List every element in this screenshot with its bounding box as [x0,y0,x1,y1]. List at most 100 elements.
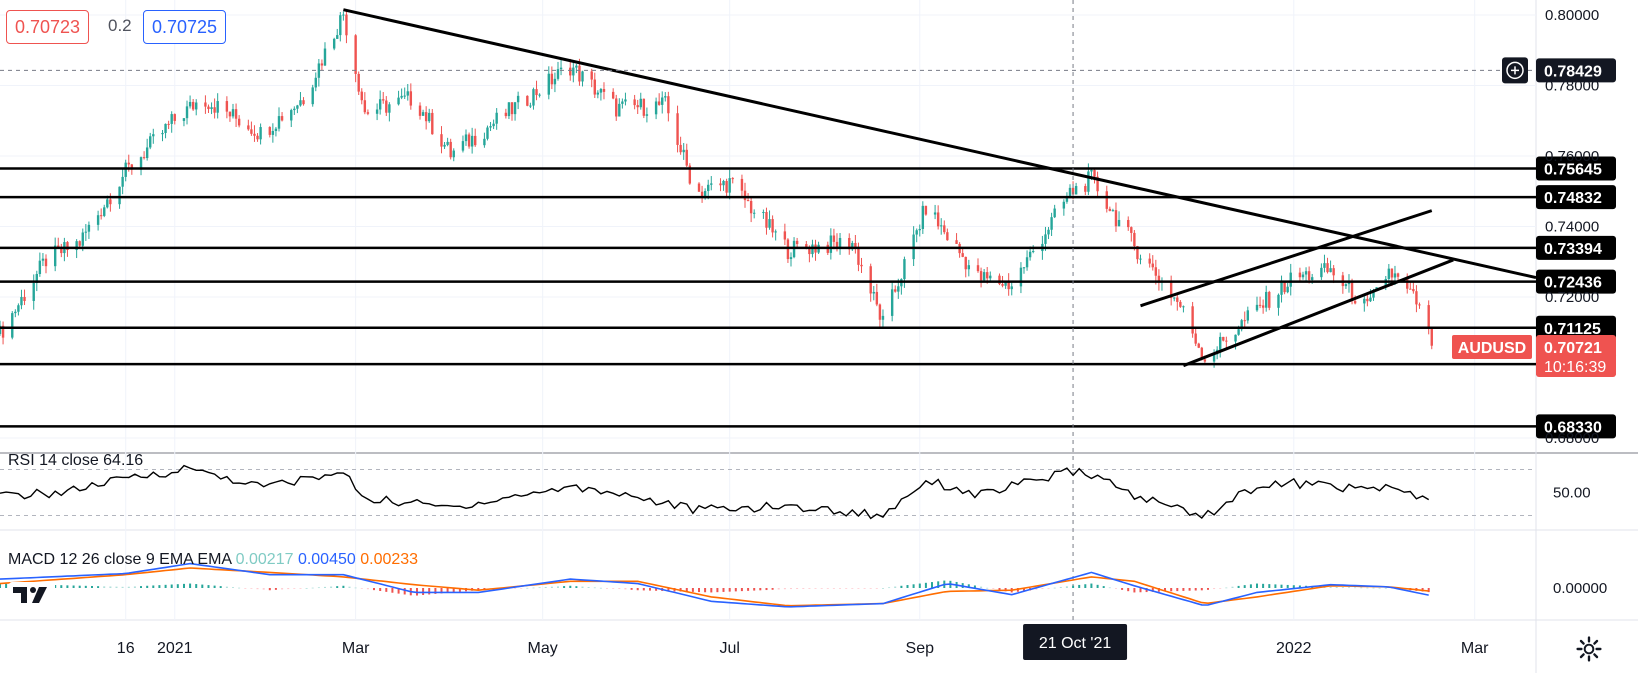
macd-histogram-bar [91,585,93,588]
candle-body [703,191,707,198]
candle-body [182,118,186,121]
macd-histogram-bar [293,588,296,589]
macd-histogram-bar [422,588,425,595]
macd-histogram-bar [1108,587,1111,589]
candle-body [728,178,731,193]
candle-body [130,164,134,170]
rsi-line [0,464,1430,520]
settings-gear-icon[interactable] [1576,636,1602,662]
macd-histogram-bar [330,586,333,588]
candle-body [936,212,940,227]
macd-histogram-bar [839,588,841,589]
candle-body [918,228,921,231]
macd-histogram-bar [575,586,578,588]
macd-histogram-bar [244,588,247,589]
candle-body [317,63,321,78]
macd-histogram-bar [986,587,989,589]
candle-body [293,108,296,111]
macd-histogram-bar [698,588,700,593]
candle-body [1277,294,1280,308]
macd-histogram-bar [587,586,590,588]
candle-body [599,88,603,93]
macd-histogram-bar [403,588,406,595]
ask-price-badge[interactable]: 0.70725 [143,10,227,44]
candle-body [1197,343,1200,348]
candle-body [139,157,143,170]
macd-histogram-bar [894,586,897,588]
candle-body [446,141,449,145]
candle-body [311,87,314,105]
candle-body [385,100,388,113]
candle-body [103,207,106,216]
macd-histogram-bar [391,588,394,593]
candle-body [357,73,360,92]
x-tick-label: Mar [342,640,370,657]
macd-histogram-bar [1274,584,1277,588]
candle-body [1212,354,1216,362]
candle-body [881,315,885,320]
level-label-bg [1536,185,1616,210]
macd-histogram-bar [109,586,112,588]
candle-body [1246,310,1250,321]
candle-body [336,35,339,39]
candle-body [1307,271,1311,280]
macd-histogram-bar [1219,588,1222,589]
macd-value: 0.00450 [298,551,360,568]
candle-body [538,94,541,96]
tradingview-logo-icon[interactable] [9,578,57,610]
x-tick-label: Jul [719,640,739,657]
bid-price-badge[interactable]: 0.70723 [6,10,90,44]
candle-body [142,157,146,159]
macd-histogram-bar [728,588,731,592]
candle-body [746,200,750,202]
candle-body [1157,275,1161,283]
macd-histogram-bar [753,588,756,591]
candle-body [1222,336,1225,341]
macd-histogram-bar [1225,587,1228,589]
candle-body [618,103,621,117]
candle-body [1396,273,1400,277]
candle-body [1243,320,1246,322]
candle-body [225,101,229,112]
candle-body [290,110,293,121]
crosshair-date-label: 21 Oct '21 [1039,635,1112,652]
macd-histogram-bar [1378,587,1381,589]
macd-histogram-bar [311,587,314,589]
candle-body [593,79,596,95]
candle-body [118,186,121,205]
macd-histogram-bar [428,588,431,595]
ask-price: 0.70725 [152,17,218,37]
candle-body [14,311,17,314]
candle-body [933,212,937,215]
candle-body [854,242,857,249]
candle-body [1074,186,1078,195]
candle-body [1393,273,1397,278]
macd-histogram-bar [1182,588,1185,591]
candle-body [1047,229,1050,235]
macd-histogram-bar [918,583,921,588]
candle-body [492,123,495,127]
macd-histogram-bar [201,584,204,588]
candle-body [188,101,192,107]
candle-body [274,128,278,131]
macd-histogram-bar [759,588,762,591]
macd-histogram-bar [557,586,559,588]
candle-body [869,266,872,294]
macd-signal-value: 0.00233 [360,551,418,568]
candle-body [661,97,664,105]
candle-body [707,184,710,192]
macd-histogram-bar [747,588,750,591]
macd-histogram-bar [434,588,437,594]
crosshair-price-bg [1536,58,1616,83]
candle-body [771,219,774,233]
level-label-bg [1536,156,1616,181]
macd-histogram-bar [0,583,1,588]
candle-body [339,15,342,36]
macd-label: MACD 12 26 close 9 EMA EMA 0.00217 0.004… [8,551,418,568]
candle-body [461,141,465,151]
candle-body [602,88,606,92]
candle-body [1139,258,1142,260]
macd-histogram-bar [219,586,222,588]
macd-histogram-bar [1047,588,1050,589]
